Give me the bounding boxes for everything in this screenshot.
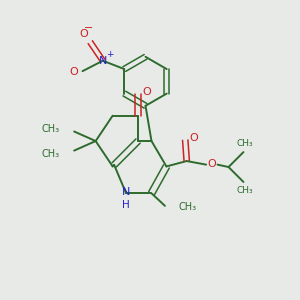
Text: N: N (122, 187, 130, 197)
Text: O: O (189, 133, 198, 143)
Text: O: O (69, 67, 78, 77)
Text: CH₃: CH₃ (237, 186, 253, 195)
Text: CH₃: CH₃ (41, 148, 59, 159)
Text: CH₃: CH₃ (237, 139, 253, 148)
Text: +: + (106, 50, 113, 58)
Text: O: O (208, 159, 217, 169)
Text: CH₃: CH₃ (179, 202, 197, 212)
Text: O: O (142, 87, 151, 97)
Text: −: − (84, 23, 93, 34)
Text: CH₃: CH₃ (41, 124, 59, 134)
Text: H: H (122, 200, 130, 210)
Text: N: N (99, 56, 107, 66)
Text: O: O (79, 29, 88, 39)
